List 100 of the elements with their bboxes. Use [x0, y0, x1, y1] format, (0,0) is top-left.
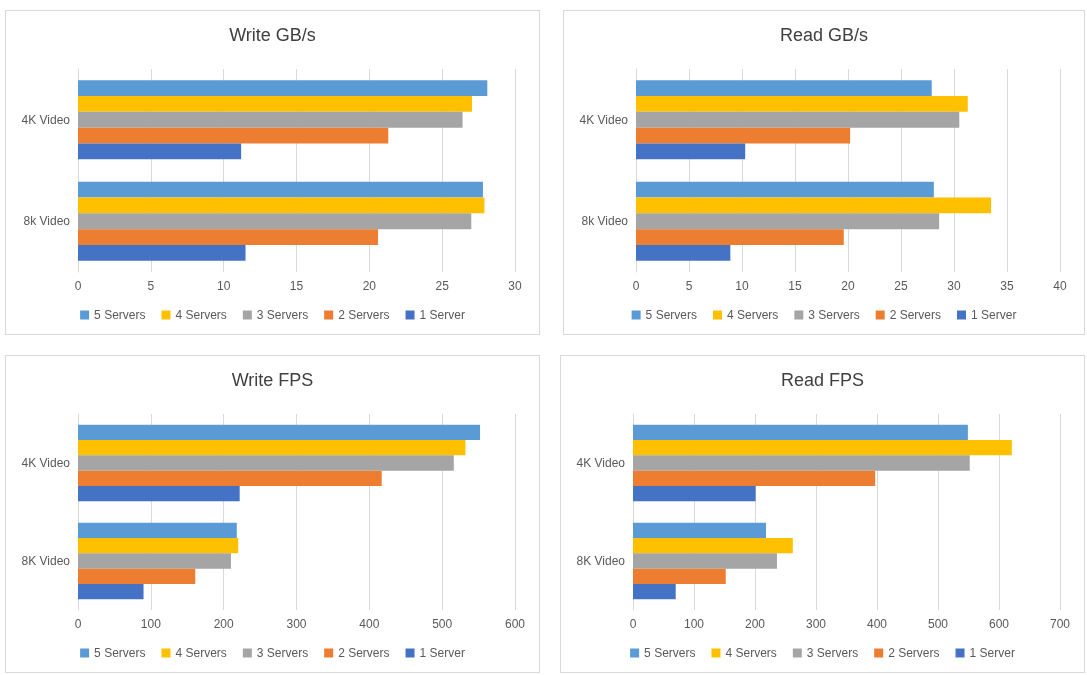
x-tick-label: 0	[74, 279, 82, 293]
legend-label: 3 Servers	[806, 646, 859, 660]
x-tick-label: 20	[362, 279, 377, 293]
bar	[78, 80, 488, 96]
legend-label: 1 Server	[971, 308, 1017, 322]
bar	[636, 80, 932, 96]
bar	[78, 485, 240, 502]
bar	[636, 245, 731, 261]
bar	[78, 229, 379, 245]
bar	[78, 583, 144, 600]
x-tick-label: 10	[216, 279, 231, 293]
x-tick-label: 700	[1049, 617, 1071, 631]
legend-label: 1 Server	[969, 646, 1015, 660]
x-tick-label: 30	[947, 279, 961, 293]
bar	[78, 127, 389, 144]
x-tick-label: 5	[685, 279, 693, 293]
bar	[636, 213, 940, 230]
legend-label: 5 Servers	[644, 646, 696, 660]
x-tick-label: 15	[788, 279, 802, 293]
x-tick-label: 200	[213, 617, 234, 631]
x-tick-label: 20	[841, 279, 855, 293]
bar	[78, 213, 472, 230]
x-tick-label: 40	[1053, 279, 1067, 293]
x-tick-label: 300	[805, 617, 827, 631]
legend-label: 4 Servers	[175, 308, 227, 322]
bar	[78, 470, 382, 486]
legend-label: 2 Servers	[888, 646, 940, 660]
bar	[78, 197, 485, 214]
bar	[636, 181, 934, 198]
bar	[78, 522, 237, 539]
x-tick-label: 15	[289, 279, 304, 293]
x-tick-label: 0	[632, 279, 640, 293]
bar	[78, 143, 242, 160]
x-tick-label: 35	[1000, 279, 1014, 293]
y-tick-label: 8K Video	[576, 554, 626, 568]
bar	[633, 568, 726, 584]
y-tick-label: 8k Video	[23, 214, 71, 229]
x-tick-label: 100	[140, 617, 162, 631]
bar	[633, 538, 793, 554]
x-tick-label: 30	[508, 279, 522, 293]
bar	[633, 470, 876, 486]
x-tick-label: 500	[432, 617, 453, 631]
bar	[78, 245, 246, 261]
bar	[78, 538, 239, 554]
legend-label: 3 Servers	[808, 308, 860, 322]
x-tick-label: 0	[74, 617, 82, 631]
bar	[78, 568, 196, 584]
bar	[636, 197, 992, 214]
y-tick-label: 4K Video	[21, 456, 71, 470]
bar	[78, 455, 454, 471]
bar	[636, 111, 960, 128]
bar	[633, 583, 676, 600]
bar	[633, 424, 968, 441]
x-tick-label: 5	[147, 279, 155, 293]
bar	[636, 127, 851, 144]
chart-title: Write GB/s	[229, 25, 316, 45]
legend-label: 5 Servers	[94, 646, 146, 660]
legend-label: 3 Servers	[256, 646, 309, 660]
x-tick-label: 25	[894, 279, 908, 293]
bar	[633, 522, 766, 539]
legend-label: 4 Servers	[175, 646, 227, 660]
legend-label: 4 Servers	[726, 308, 779, 322]
chart-title: Read GB/s	[779, 25, 869, 45]
y-tick-label: 4K Video	[576, 456, 626, 470]
legend-label: 2 Servers	[338, 308, 390, 322]
bar	[633, 440, 1012, 456]
bar	[78, 96, 473, 112]
y-tick-label: 8k Video	[581, 214, 629, 229]
x-tick-label: 300	[286, 617, 307, 631]
y-tick-label: 8K Video	[21, 554, 71, 568]
chart-title: Read FPS	[780, 370, 865, 390]
legend-label: 4 Servers	[725, 646, 777, 660]
bar	[636, 143, 746, 160]
bar	[633, 455, 970, 471]
x-tick-label: 25	[435, 279, 450, 293]
bar	[78, 553, 231, 569]
bar	[636, 96, 968, 112]
x-tick-label: 400	[359, 617, 380, 631]
x-tick-label: 600	[988, 617, 1010, 631]
legend-label: 5 Servers	[94, 308, 146, 322]
legend-label: 5 Servers	[645, 308, 697, 322]
y-tick-label: 4K Video	[21, 112, 71, 127]
bar	[633, 553, 777, 569]
legend-label: 1 Server	[419, 646, 465, 660]
x-tick-label: 0	[629, 617, 637, 631]
y-tick-label: 4K Video	[579, 112, 629, 127]
x-tick-label: 10	[735, 279, 749, 293]
bar	[78, 181, 483, 198]
bar	[78, 111, 463, 128]
x-tick-label: 400	[866, 617, 888, 631]
bar	[636, 229, 844, 245]
x-tick-label: 500	[927, 617, 949, 631]
chart-title: Write FPS	[231, 370, 314, 390]
bar	[78, 424, 481, 441]
x-tick-label: 200	[744, 617, 766, 631]
x-tick-label: 600	[504, 617, 526, 631]
x-tick-label: 100	[683, 617, 705, 631]
legend-label: 1 Server	[419, 308, 465, 322]
bar	[633, 485, 756, 502]
bar	[78, 440, 466, 456]
